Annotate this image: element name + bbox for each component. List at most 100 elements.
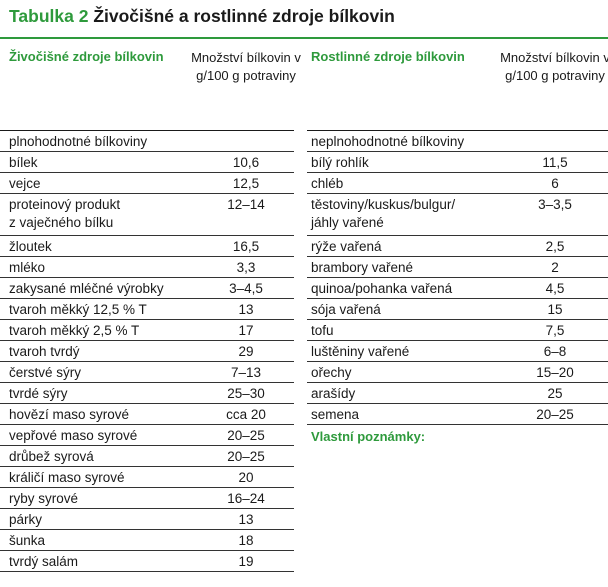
protein-value: 7–13 (230, 365, 262, 380)
table-row: králičí maso syrové 20 (0, 467, 294, 488)
food-name: luštěniny vařené (311, 344, 410, 359)
food-name: plnohodnotné bílkoviny (9, 134, 148, 149)
protein-value: 25 (547, 386, 563, 401)
food-name: vepřové maso syrové (9, 428, 138, 443)
protein-value: 20–25 (227, 428, 265, 443)
protein-value: cca 20 (226, 407, 266, 422)
food-name: těstoviny/kuskus/bulgur/ jáhly vařené (311, 197, 456, 230)
table-number: Tabulka 2 (9, 6, 89, 26)
protein-value: 16,5 (232, 239, 260, 254)
table-row: sója vařená 15 (307, 299, 608, 320)
protein-value: 6 (551, 176, 559, 191)
table-row: vepřové maso syrové 20–25 (0, 425, 294, 446)
protein-value: 7,5 (545, 323, 565, 338)
title-divider (0, 37, 608, 39)
food-name: králičí maso syrové (9, 470, 125, 485)
food-name: proteinový produkt z vaječného bílku (9, 197, 121, 230)
food-name: šunka (9, 533, 46, 548)
protein-value: 12,5 (232, 176, 260, 191)
protein-amount-heading: Množství bílkovin v g/100 g potraviny (500, 50, 608, 83)
table-row: zakysané mléčné výrobky 3–4,5 (0, 278, 294, 299)
food-name: tvaroh měkký 2,5 % T (9, 323, 140, 338)
protein-value: 17 (238, 323, 254, 338)
table-row: ryby syrové 16–24 (0, 488, 294, 509)
table-row: rýže vařená 2,5 (307, 236, 608, 257)
table-caption: Živočišné a rostlinné zdroje bílkovin (93, 6, 395, 26)
animal-sources-header: Živočišné zdroje bílkovin Množství bílko… (0, 39, 301, 131)
food-name: čerstvé sýry (9, 365, 82, 380)
table-title: Tabulka 2 Živočišné a rostlinné zdroje b… (9, 6, 395, 27)
protein-value: 4,5 (545, 281, 565, 296)
food-name: ořechy (311, 365, 352, 380)
food-name: semena (311, 407, 360, 422)
own-notes-label: Vlastní poznámky: (311, 429, 426, 444)
food-name: bílý rohlík (311, 155, 369, 170)
food-name: tvaroh tvrdý (9, 344, 80, 359)
food-name: žloutek (9, 239, 52, 254)
table-row: neplnohodnotné bílkoviny (307, 131, 608, 152)
food-name: zakysané mléčné výrobky (9, 281, 164, 296)
plant-sources-heading: Rostlinné zdroje bílkovin (311, 49, 465, 64)
food-name: ryby syrové (9, 491, 79, 506)
table-row: drůbež syrová 20–25 (0, 446, 294, 467)
food-name: mléko (9, 260, 46, 275)
table-row: mléko 3,3 (0, 257, 294, 278)
protein-value: 13 (238, 302, 254, 317)
protein-value: 15–20 (536, 365, 574, 380)
table-row: semena 20–25 (307, 404, 608, 425)
table-row: ořechy 15–20 (307, 362, 608, 383)
food-name: brambory vařené (311, 260, 414, 275)
protein-value: 3,3 (236, 260, 256, 275)
protein-value: 3–3,5 (538, 197, 572, 212)
table-row: tvrdý salám 19 (0, 551, 294, 572)
table-row: plnohodnotné bílkoviny (0, 131, 294, 152)
food-name: vejce (9, 176, 41, 191)
protein-value: 2 (551, 260, 559, 275)
food-name: tofu (311, 323, 334, 338)
food-name: hovězí maso syrové (9, 407, 130, 422)
food-name: drůbež syrová (9, 449, 94, 464)
food-name: neplnohodnotné bílkoviny (311, 134, 465, 149)
food-name: chléb (311, 176, 344, 191)
protein-value: 29 (238, 344, 254, 359)
protein-value: 20–25 (227, 449, 265, 464)
table-row: tvrdé sýry 25–30 (0, 383, 294, 404)
plant-sources-header: Rostlinné zdroje bílkovin Množství bílko… (307, 39, 608, 131)
protein-value: 25–30 (227, 386, 265, 401)
plant-sources-rows: neplnohodnotné bílkoviny bílý rohlík 11,5 c… (307, 131, 608, 425)
protein-value: 10,6 (232, 155, 260, 170)
protein-value: 11,5 (542, 155, 568, 170)
table-row: tvaroh tvrdý 29 (0, 341, 294, 362)
table-row: vejce 12,5 (0, 173, 294, 194)
food-name: párky (9, 512, 43, 527)
animal-sources-column: Živočišné zdroje bílkovin Množství bílko… (0, 39, 301, 572)
food-name: tvrdý salám (9, 554, 79, 569)
protein-amount-heading: Množství bílkovin v g/100 g potraviny (191, 50, 301, 83)
protein-value: 6–8 (543, 344, 567, 359)
table-row: šunka 18 (0, 530, 294, 551)
table-row: proteinový produkt z vaječného bílku 12–1… (0, 194, 294, 236)
table-row: žloutek 16,5 (0, 236, 294, 257)
protein-value: 2,5 (545, 239, 565, 254)
table-row: bílý rohlík 11,5 (307, 152, 608, 173)
protein-value: 16–24 (227, 491, 265, 506)
food-name: tvrdé sýry (9, 386, 68, 401)
food-name: tvaroh měkký 12,5 % T (9, 302, 147, 317)
table-row: tvaroh měkký 12,5 % T 13 (0, 299, 294, 320)
table-row: těstoviny/kuskus/bulgur/ jáhly vařené 3–3… (307, 194, 608, 236)
food-name: rýže vařená (311, 239, 382, 254)
table-row: hovězí maso syrové cca 20 (0, 404, 294, 425)
table-row: bílek 10,6 (0, 152, 294, 173)
animal-sources-heading: Živočišné zdroje bílkovin (9, 49, 164, 64)
protein-value: 20 (238, 470, 254, 485)
protein-value: 12–14 (227, 197, 265, 212)
protein-value: 13 (238, 512, 254, 527)
table-row: čerstvé sýry 7–13 (0, 362, 294, 383)
table-row: tvaroh měkký 2,5 % T 17 (0, 320, 294, 341)
protein-value: 18 (238, 533, 254, 548)
table-row: luštěniny vařené 6–8 (307, 341, 608, 362)
animal-sources-rows: plnohodnotné bílkoviny bílek 10,6 vejce 12,5… (0, 131, 294, 572)
food-name: arašídy (311, 386, 356, 401)
table-row: párky 13 (0, 509, 294, 530)
food-name: sója vařená (311, 302, 381, 317)
